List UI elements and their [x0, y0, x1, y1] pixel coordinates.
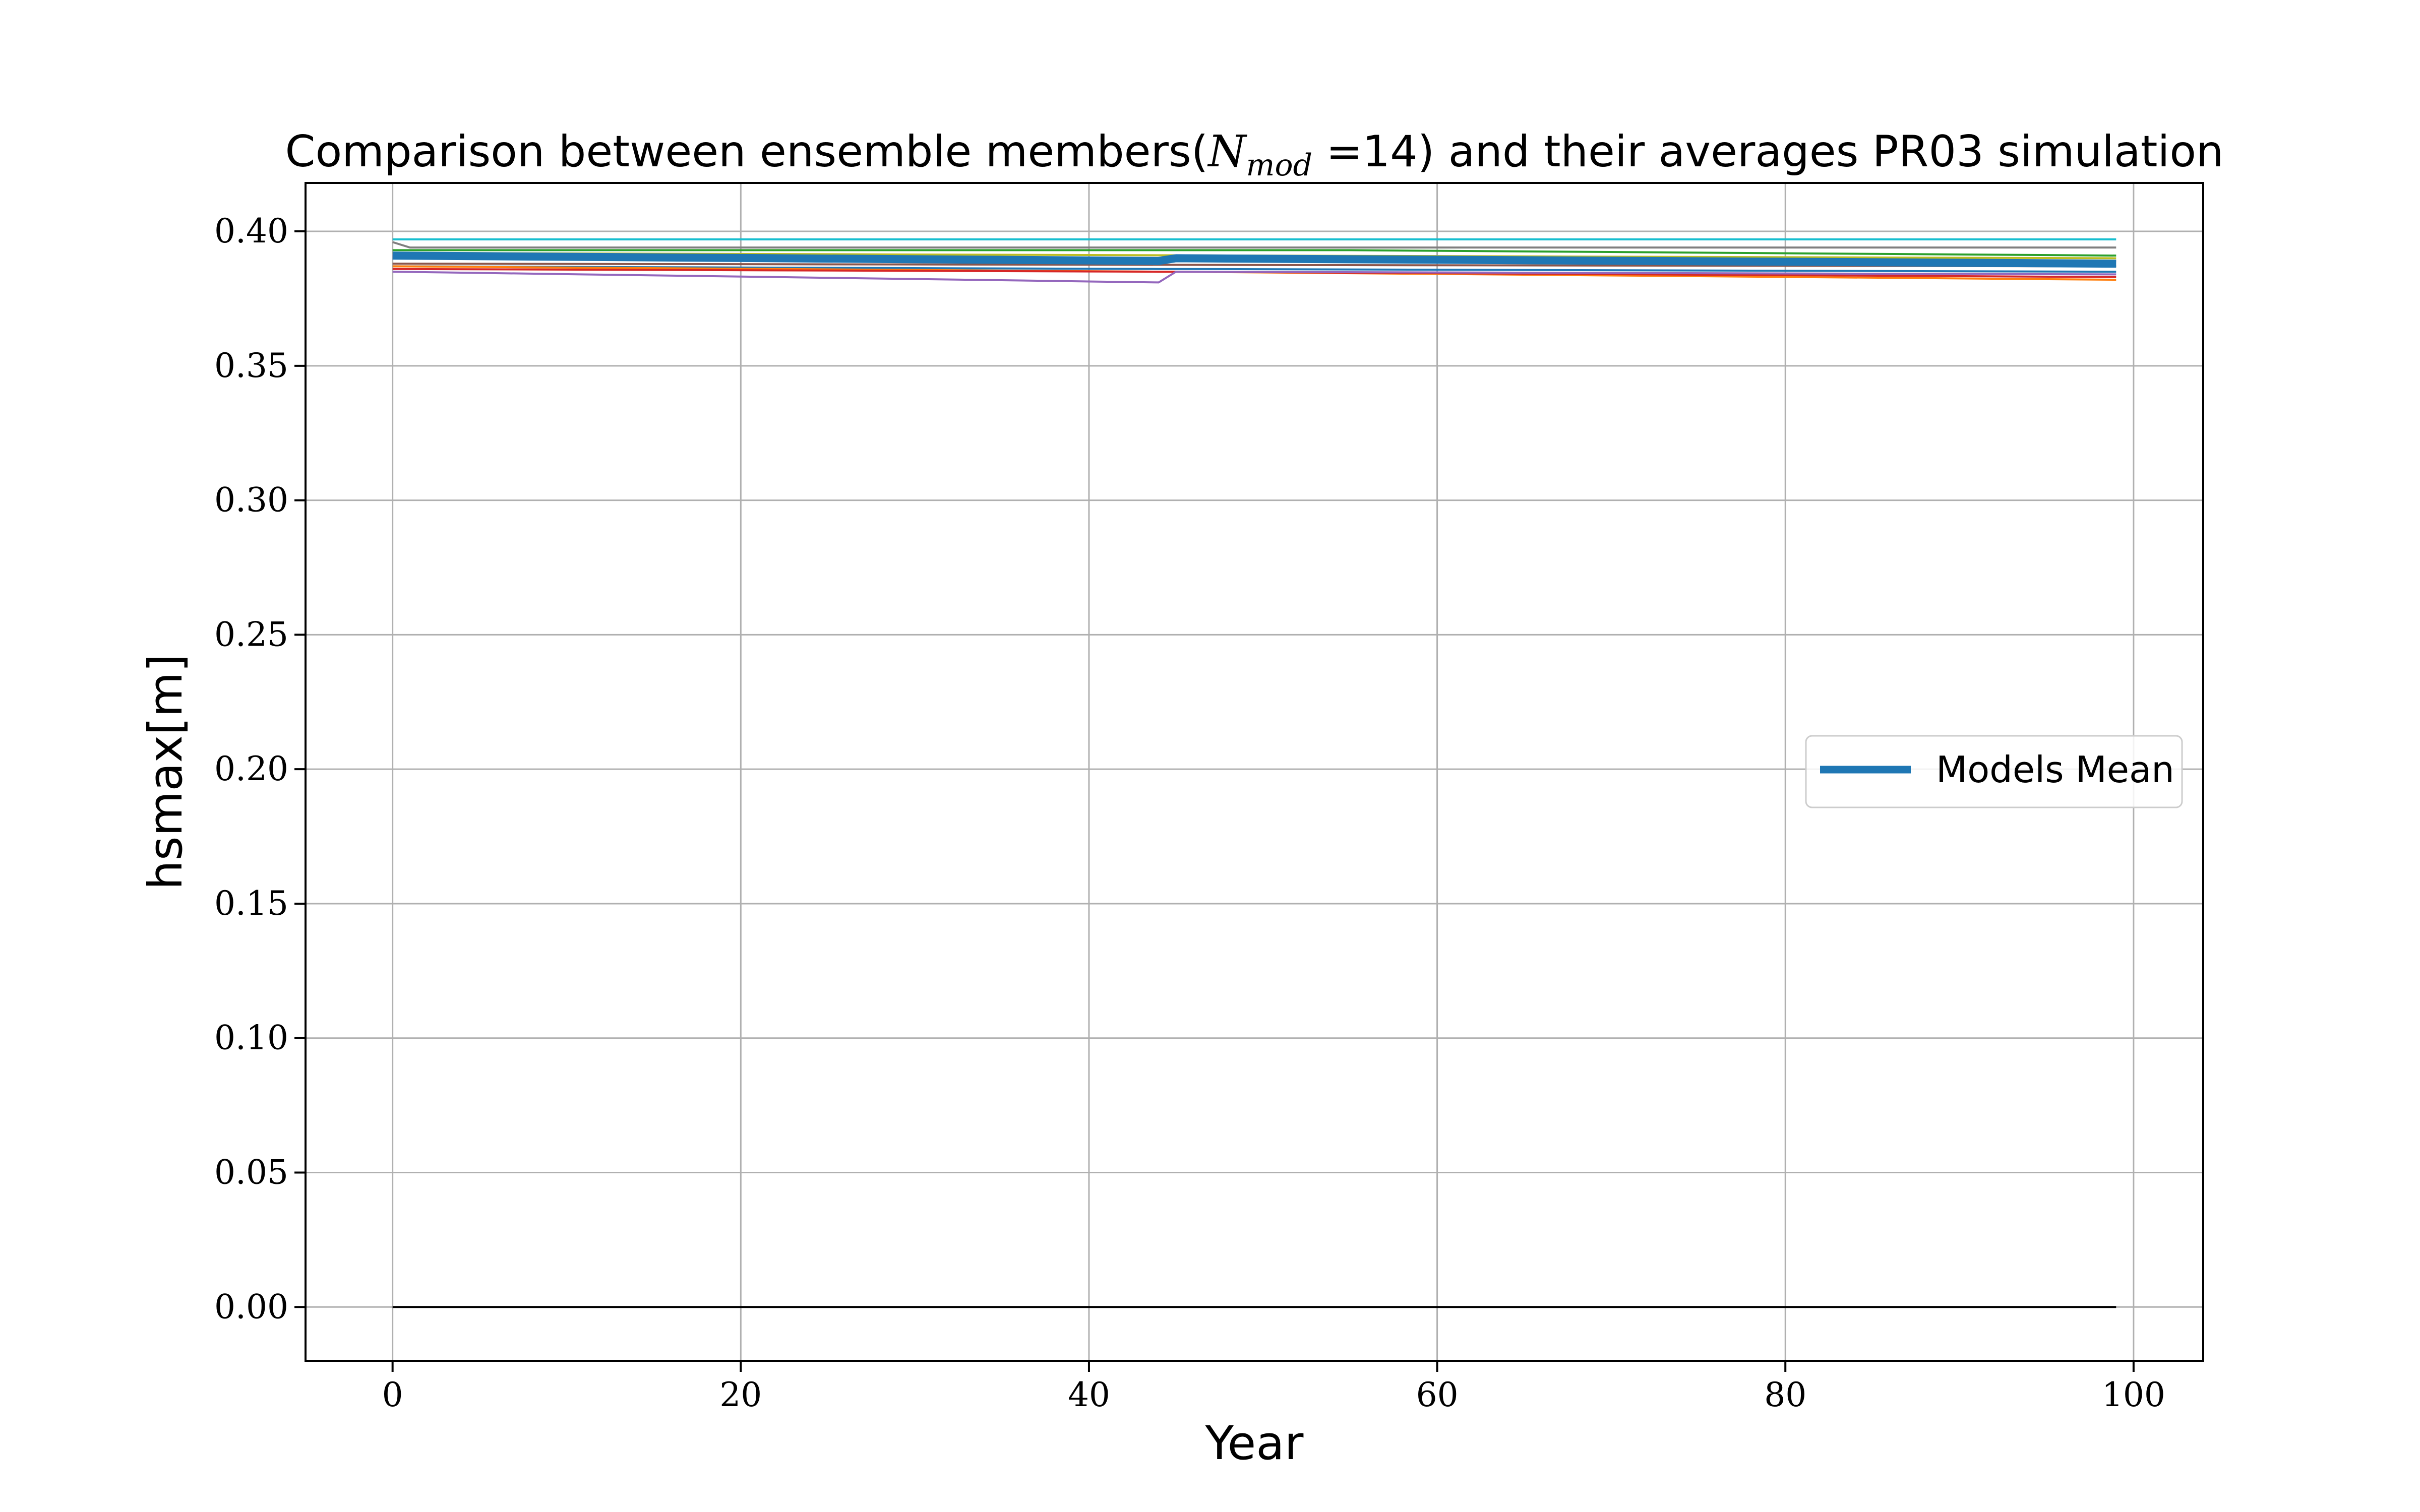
y-tick-label: 0.40 — [214, 212, 288, 250]
x-tick-label: 0 — [382, 1375, 403, 1414]
legend-label-models-mean: Models Mean — [1936, 748, 2174, 791]
title-math-base: N — [1207, 127, 1247, 177]
x-tick-label: 100 — [2102, 1375, 2165, 1414]
series-lines — [392, 238, 2116, 1308]
plot-frame — [305, 182, 2204, 1362]
x-tick-label: 60 — [1416, 1375, 1459, 1414]
axis-ticks: 0 20 40 60 80 100 0.00 0.05 0.10 0.15 0.20 0.25 0.30… — [214, 212, 2165, 1414]
y-tick-label: 0.35 — [214, 346, 288, 385]
x-tick-label: 40 — [1068, 1375, 1110, 1414]
legend-box — [1805, 735, 2183, 808]
title-prefix: Comparison between ensemble members( — [285, 127, 1208, 177]
y-tick-label: 0.30 — [214, 481, 288, 520]
y-tick-label: 0.05 — [214, 1153, 288, 1192]
y-tick-label: 0.10 — [214, 1019, 288, 1057]
title-suffix: =14) and their averages PR03 simulation — [1312, 127, 2223, 177]
x-axis-label: Year — [1205, 1416, 1304, 1470]
ensemble-member-line — [392, 249, 2116, 257]
x-tick-label: 20 — [719, 1375, 762, 1414]
y-tick-label: 0.25 — [214, 615, 288, 654]
title-math-sub: mod — [1246, 148, 1312, 183]
y-tick-label: 0.20 — [214, 749, 288, 788]
y-tick-label: 0.15 — [214, 884, 288, 923]
ensemble-member-line — [392, 241, 2116, 249]
ensemble-member-line — [392, 271, 2116, 284]
y-tick-label: 0.00 — [214, 1287, 288, 1326]
ensemble-member-line — [392, 268, 2116, 278]
y-axis-label: hsmax[m] — [139, 654, 193, 890]
ensemble-member-line — [392, 265, 2116, 273]
legend: Models Mean — [1805, 735, 2183, 808]
x-tick-label: 80 — [1764, 1375, 1806, 1414]
chart-title: Comparison between ensemble members(Nmod… — [285, 127, 2224, 183]
models-mean-line — [392, 251, 2116, 268]
